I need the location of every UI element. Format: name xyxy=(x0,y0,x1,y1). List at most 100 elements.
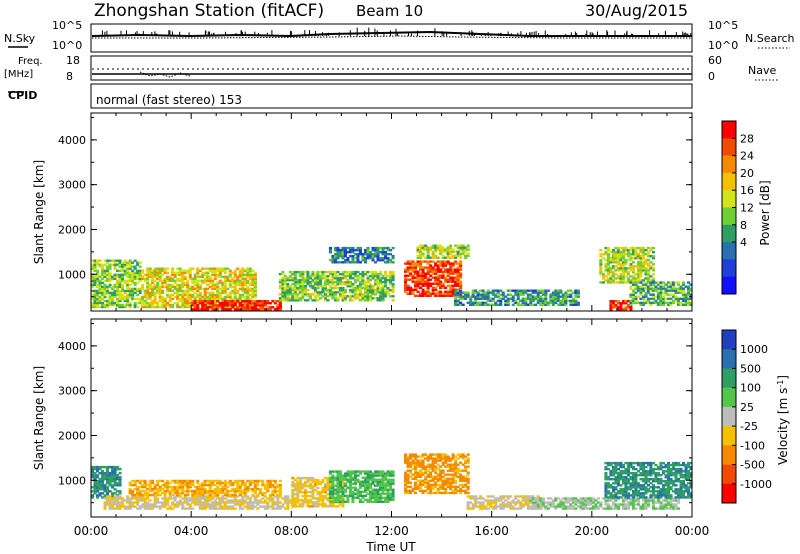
heatmap-cell xyxy=(233,287,237,291)
heatmap-cell xyxy=(301,279,305,282)
heatmap-cell xyxy=(143,505,147,508)
heatmap-cell xyxy=(283,291,287,294)
colorbar-swatch xyxy=(722,190,736,208)
heatmap-cell xyxy=(341,274,345,278)
heatmap-cell xyxy=(261,481,265,485)
heatmap-cell xyxy=(206,302,210,305)
heatmap-cell xyxy=(634,285,638,288)
heatmap-cell xyxy=(191,299,195,303)
heatmap-cell xyxy=(258,302,262,305)
heatmap-cell xyxy=(451,278,455,281)
heatmap-cell xyxy=(331,470,335,473)
heatmap-cell xyxy=(609,277,613,280)
heatmap-cell xyxy=(414,487,418,491)
heatmap-cell xyxy=(106,265,110,268)
heatmap-cell xyxy=(251,487,255,491)
heatmap-cell xyxy=(203,281,207,285)
heatmap-cell xyxy=(181,507,185,510)
heatmap-cell xyxy=(636,277,640,280)
heatmap-cell xyxy=(449,290,453,293)
heatmap-cell xyxy=(424,477,428,480)
heatmap-cell xyxy=(131,269,135,272)
heatmap-cell xyxy=(389,249,393,252)
heatmap-cell xyxy=(687,293,691,296)
heatmap-cell xyxy=(176,495,180,498)
heatmap-cell xyxy=(426,288,430,291)
heatmap-cell xyxy=(434,294,438,297)
heatmap-cell xyxy=(321,287,325,290)
heatmap-cell xyxy=(353,476,357,479)
heatmap-cell xyxy=(343,494,347,497)
heatmap-cell xyxy=(103,503,107,506)
heatmap-cell xyxy=(629,269,633,272)
heatmap-cell xyxy=(188,289,192,293)
heatmap-cell xyxy=(253,304,257,307)
heatmap-cell xyxy=(409,290,413,293)
heatmap-cell xyxy=(238,271,242,274)
heatmap-cell xyxy=(323,505,327,508)
heatmap-cell xyxy=(371,293,375,296)
heatmap-cell xyxy=(576,301,580,304)
heatmap-cell xyxy=(446,459,450,462)
heatmap-cell xyxy=(116,505,120,508)
heatmap-cell xyxy=(131,271,135,274)
heatmap-cell xyxy=(426,262,430,265)
heatmap-cell xyxy=(113,474,117,477)
heatmap-cell xyxy=(123,499,127,502)
heatmap-cell xyxy=(446,254,450,257)
heatmap-cell xyxy=(416,272,420,275)
heatmap-cell xyxy=(316,487,320,490)
colorbar-tick-label: 12 xyxy=(740,202,754,215)
heatmap-cell xyxy=(178,479,182,483)
heatmap-cell xyxy=(253,479,257,483)
heatmap-cell xyxy=(636,295,640,298)
heatmap-cell xyxy=(431,256,435,259)
heatmap-cell xyxy=(454,297,458,300)
heatmap-cell xyxy=(379,484,383,487)
heatmap-cell xyxy=(168,303,172,307)
heatmap-cell xyxy=(687,281,691,284)
heatmap-cell xyxy=(348,295,352,298)
heatmap-cell xyxy=(321,489,325,492)
heatmap-cell xyxy=(261,304,265,307)
heatmap-cell xyxy=(148,485,152,489)
heatmap-cell xyxy=(446,260,450,263)
heatmap-cell xyxy=(391,289,395,292)
heatmap-cell xyxy=(386,494,390,497)
heatmap-cell xyxy=(353,496,357,499)
heatmap-cell xyxy=(106,267,110,270)
heatmap-cell xyxy=(106,271,110,274)
heatmap-cell xyxy=(619,277,623,280)
heatmap-cell xyxy=(138,497,142,500)
heatmap-cell xyxy=(516,291,520,294)
heatmap-cell xyxy=(198,297,202,301)
heatmap-cell xyxy=(186,507,190,510)
heatmap-cell xyxy=(111,501,115,504)
heatmap-cell xyxy=(411,270,415,273)
heatmap-cell xyxy=(606,259,610,262)
heatmap-cell xyxy=(439,264,443,267)
heatmap-cell xyxy=(318,497,322,500)
heatmap-cell xyxy=(218,269,222,272)
heatmap-cell xyxy=(283,299,287,302)
heatmap-cell xyxy=(446,248,450,251)
heatmap-cell xyxy=(128,507,132,510)
heatmap-cell xyxy=(614,259,618,262)
heatmap-cell xyxy=(409,453,413,456)
heatmap-cell xyxy=(213,489,217,493)
heatmap-cell xyxy=(644,287,648,290)
heatmap-cell xyxy=(446,284,450,287)
heatmap-cell xyxy=(331,492,335,495)
heatmap-cell xyxy=(389,274,393,278)
heatmap-cell xyxy=(156,489,160,493)
heatmap-cell xyxy=(384,285,388,288)
heatmap-cell xyxy=(411,280,415,283)
heatmap-cell xyxy=(116,263,120,266)
heatmap-cell xyxy=(356,285,360,288)
heatmap-cell xyxy=(439,262,443,265)
heatmap-cell xyxy=(151,303,155,307)
heatmap-cell xyxy=(384,478,388,481)
heatmap-cell xyxy=(196,306,200,309)
heatmap-cell xyxy=(216,267,220,270)
heatmap-cell xyxy=(429,491,433,495)
